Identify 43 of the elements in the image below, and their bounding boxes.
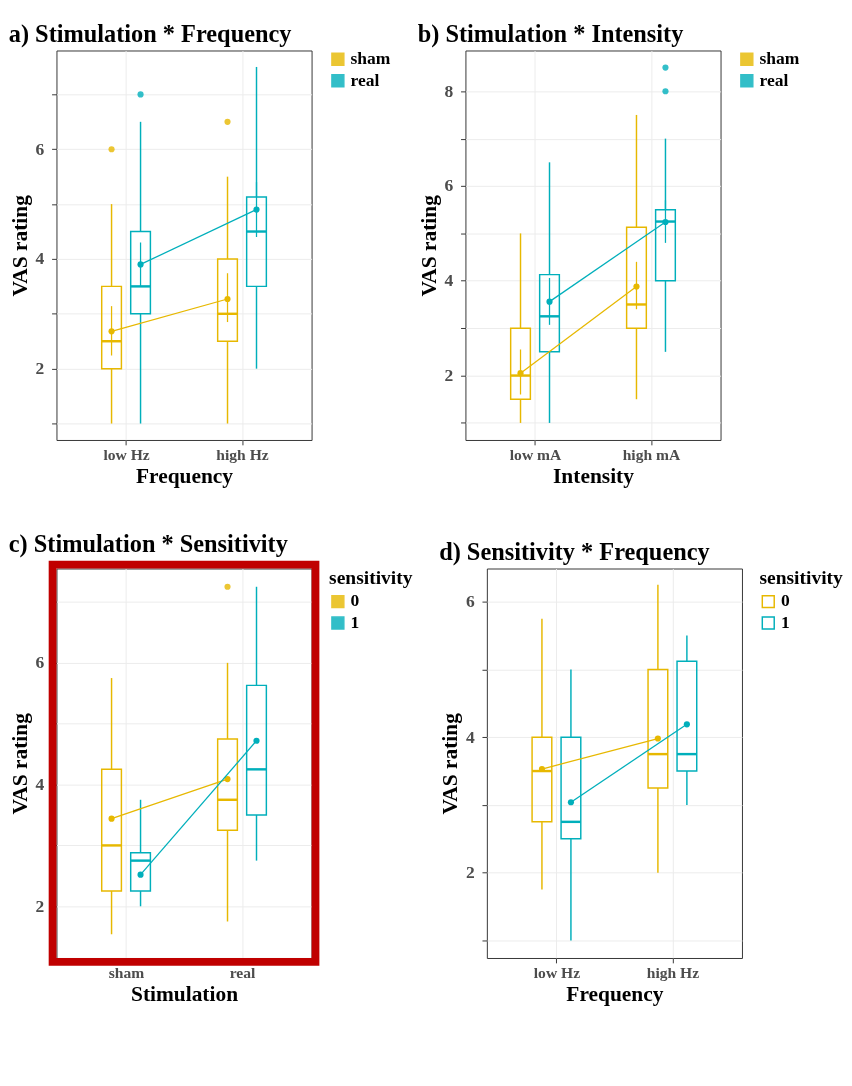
legend-label: real	[759, 69, 789, 90]
legend-label: 0	[780, 590, 790, 611]
legend-title: sensitivity	[329, 567, 413, 589]
x-tick-label: low Hz	[103, 445, 150, 463]
legend-label: sham	[759, 48, 800, 69]
y-tick-label: 4	[35, 773, 45, 794]
y-tick-label: 2	[35, 895, 45, 916]
legend-title: sensitivity	[759, 567, 844, 589]
y-tick-label: 4	[35, 248, 45, 269]
y-tick-label: 6	[444, 175, 454, 196]
legend-label: real	[350, 69, 380, 90]
x-tick-label: high Hz	[216, 445, 269, 463]
chart-title: c) Stimulation * Sensitivity	[8, 529, 288, 558]
x-axis-title: Stimulation	[130, 982, 239, 1007]
y-tick-label: 4	[465, 726, 475, 747]
y-axis-title: VAS rating	[438, 712, 463, 815]
y-axis-title: VAS rating	[416, 194, 441, 297]
y-tick-label: 2	[35, 358, 45, 379]
x-axis-title: Frequency	[566, 982, 664, 1007]
y-tick-label: 2	[444, 364, 454, 385]
y-axis-title: VAS rating	[7, 712, 32, 815]
x-tick-label: sham	[108, 963, 145, 981]
legend-label: 0	[350, 590, 360, 611]
legend-label: 1	[350, 611, 360, 632]
y-axis-title: VAS rating	[7, 194, 32, 297]
chart-title: d) Sensitivity * Frequency	[439, 537, 710, 566]
legend-label: 1	[780, 611, 790, 632]
y-tick-label: 8	[444, 80, 454, 101]
x-tick-label: high Hz	[646, 963, 700, 981]
chart-title: b) Stimulation * Intensity	[417, 19, 684, 48]
y-tick-label: 6	[35, 138, 45, 159]
y-tick-label: 2	[465, 862, 475, 883]
legend-label: sham	[350, 48, 391, 69]
y-tick-label: 4	[444, 270, 454, 291]
x-axis-title: Frequency	[135, 464, 234, 489]
chart-title: a) Stimulation * Frequency	[8, 19, 292, 48]
x-tick-label: high mA	[622, 445, 681, 463]
x-tick-label: real	[229, 963, 256, 981]
y-tick-label: 6	[465, 591, 475, 612]
x-axis-title: Intensity	[553, 464, 635, 489]
x-tick-label: low mA	[509, 445, 562, 463]
y-tick-label: 6	[35, 652, 45, 673]
x-tick-label: low Hz	[533, 963, 581, 981]
